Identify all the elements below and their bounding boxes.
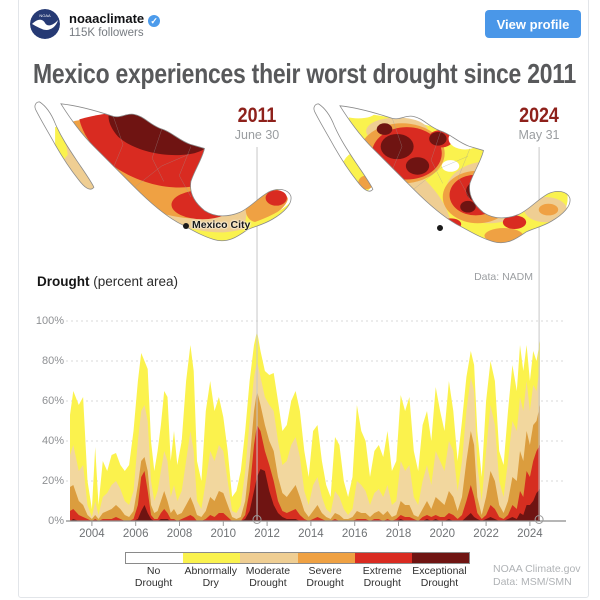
- legend-swatch-3: [297, 553, 355, 563]
- mexico-city-dot-2024: [436, 224, 444, 232]
- credit-line-1: NOAA Climate.gov: [493, 563, 581, 575]
- y-tick-label-80: 80%: [41, 355, 64, 367]
- svg-text:NOAA: NOAA: [39, 13, 51, 18]
- x-tick-label-2022: 2022: [473, 528, 499, 540]
- legend-swatch-0: [126, 553, 184, 563]
- legend-labels: No Drought Abnormally Dry Moderate Drought Sev…: [125, 565, 468, 589]
- followers-count: 115K followers: [69, 27, 144, 39]
- chart-credit: NOAA Climate.gov Data: MSM/SMN: [493, 563, 581, 589]
- reference-line-marker-0: [252, 515, 262, 524]
- y-tick-label-100: 100%: [35, 315, 64, 327]
- y-tick-label-0: 0%: [48, 515, 64, 527]
- x-tick-label-2020: 2020: [429, 528, 456, 540]
- mexico-city-dot-2011: [183, 223, 189, 229]
- legend-swatch-2: [240, 553, 298, 563]
- legend-label-5: Exceptional Drought: [412, 565, 467, 590]
- x-tick-label-2010: 2010: [210, 528, 237, 540]
- x-tick-label-2018: 2018: [385, 528, 412, 540]
- reference-line-end-markers: [252, 515, 544, 524]
- legend-swatch-5: [411, 553, 470, 563]
- x-tick-label-2004: 2004: [79, 528, 105, 540]
- credit-line-2: Data: MSM/SMN: [493, 576, 572, 589]
- y-tick-label-60: 60%: [41, 395, 64, 407]
- post-title: Mexico experiences their worst drought s…: [33, 58, 577, 89]
- account-name[interactable]: noaaclimate ✓: [69, 11, 161, 27]
- account-name-text: noaaclimate: [69, 11, 145, 26]
- view-profile-button[interactable]: View profile: [485, 10, 581, 38]
- mexico-city-label: Mexico City: [192, 219, 251, 231]
- x-axis-ticks: [91, 521, 531, 526]
- map-year-2011: 2011: [237, 104, 277, 127]
- map-date-2024: May 31: [518, 128, 560, 142]
- chart-area-series: [70, 331, 540, 521]
- legend-label-4: Extreme Drought: [362, 565, 402, 590]
- map-data-source: Data: NADM: [474, 271, 533, 283]
- y-tick-label-20: 20%: [41, 475, 64, 487]
- chart-heading-bold: Drought: [37, 274, 90, 289]
- reference-line-marker-1: [534, 515, 544, 524]
- x-tick-label-2014: 2014: [298, 528, 324, 540]
- x-tick-label-2006: 2006: [122, 528, 149, 540]
- area-series-3: [70, 425, 540, 521]
- area-series-1: [70, 361, 540, 521]
- legend-label-1: Abnormally Dry: [184, 565, 238, 590]
- legend-label-0: No Drought: [134, 565, 173, 590]
- legend-color-bar: [125, 552, 470, 564]
- legend-swatch-1: [183, 553, 241, 563]
- noaa-logo-icon[interactable]: NOAA: [30, 9, 60, 39]
- legend-label-3: Severe Drought: [306, 565, 344, 590]
- map-date-2011: June 30: [234, 128, 280, 142]
- chart-heading: Drought (percent area): [37, 274, 178, 289]
- x-tick-label-2008: 2008: [166, 528, 193, 540]
- chart-heading-rest: (percent area): [89, 274, 179, 289]
- map-year-2024: 2024: [519, 104, 559, 127]
- legend-swatch-4: [354, 553, 412, 563]
- x-tick-label-2024: 2024: [517, 528, 543, 540]
- verified-badge-icon: ✓: [148, 15, 161, 27]
- x-tick-label-2012: 2012: [254, 528, 280, 540]
- legend-label-2: Moderate Drought: [245, 565, 291, 590]
- y-tick-label-40: 40%: [41, 435, 64, 447]
- x-tick-label-2016: 2016: [341, 528, 368, 540]
